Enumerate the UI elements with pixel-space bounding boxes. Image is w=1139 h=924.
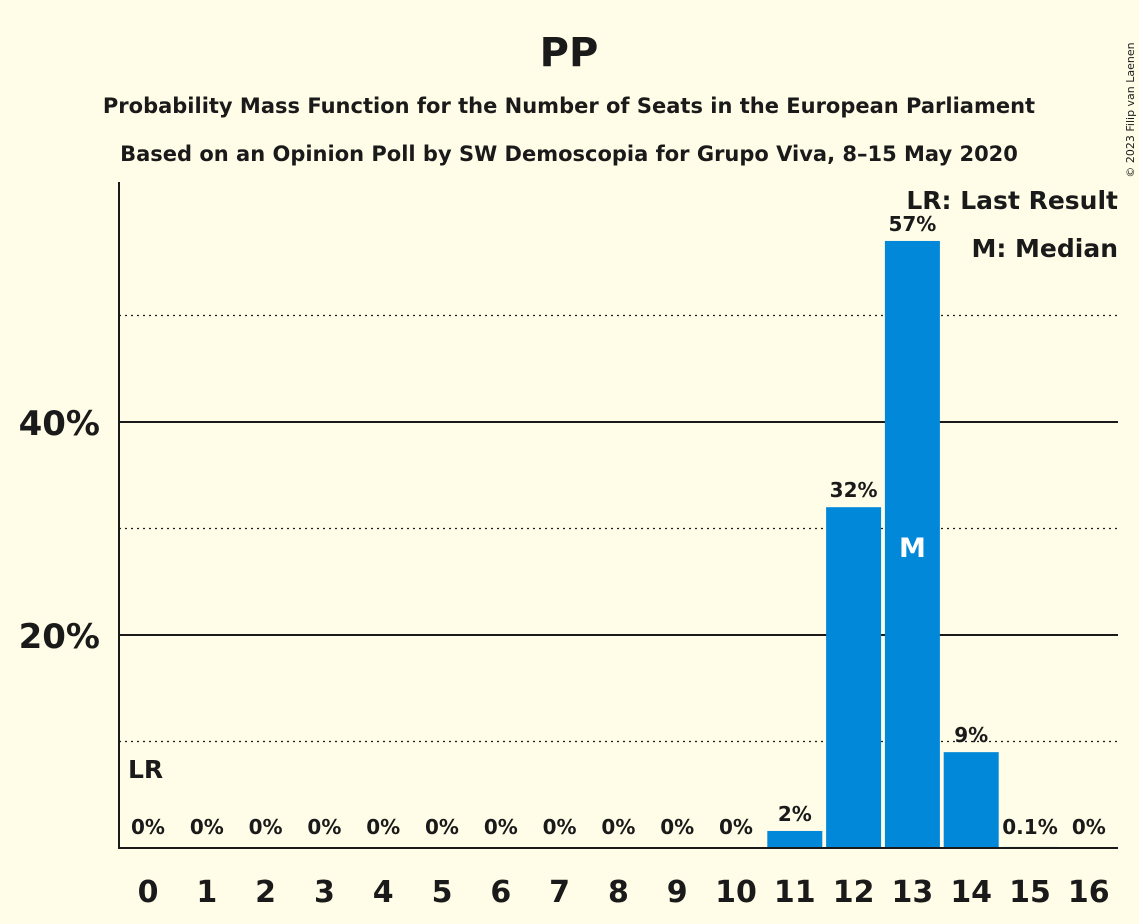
x-tick-label: 8	[608, 875, 629, 910]
bar-value-label: 0%	[660, 815, 694, 839]
bar-value-label: 0%	[425, 815, 459, 839]
y-axis-tick-labels: 20% 40%	[19, 404, 100, 657]
bar-value-label: 2%	[778, 802, 812, 826]
bar-value-label: 0%	[249, 815, 283, 839]
x-tick-label: 0	[138, 875, 159, 910]
bar-seats-12	[826, 507, 882, 848]
x-tick-label: 1	[196, 875, 217, 910]
bar-value-label: 9%	[954, 723, 988, 747]
bar-value-label: 0%	[190, 815, 224, 839]
chart-title: PP	[540, 30, 599, 76]
median-marker: M	[899, 533, 926, 564]
x-tick-label: 9	[667, 875, 688, 910]
bar-value-label: 32%	[830, 478, 878, 502]
x-tick-label: 11	[774, 875, 816, 910]
y-tick-label: 20%	[19, 617, 100, 657]
x-tick-label: 7	[549, 875, 570, 910]
x-tick-label: 10	[715, 875, 757, 910]
x-tick-label: 13	[892, 875, 934, 910]
bar-value-label: 57%	[888, 212, 936, 236]
legend-last-result: LR: Last Result	[906, 186, 1118, 215]
bar-value-label: 0%	[601, 815, 635, 839]
x-tick-label: 2	[255, 875, 276, 910]
bar-value-label: 0.1%	[1002, 815, 1057, 839]
bar-seats-14	[943, 752, 999, 848]
chart-subtitle-line-1: Probability Mass Function for the Number…	[103, 94, 1035, 118]
bars	[767, 240, 1058, 848]
bar-value-label: 0%	[484, 815, 518, 839]
x-tick-label: 12	[833, 875, 875, 910]
bar-value-labels: 0% 0% 0% 0% 0% 0% 0% 0% 0% 0% 0% 2% 32% 57% 9% 0.1% 0%	[131, 212, 1106, 839]
x-axis-tick-labels: 0 1 2 3 4 5 6 7 8 9 10 11 12 13 14 15 16	[138, 875, 1110, 910]
x-tick-label: 4	[373, 875, 394, 910]
x-tick-label: 5	[432, 875, 453, 910]
bar-value-label: 0%	[131, 815, 165, 839]
bar-value-label: 0%	[307, 815, 341, 839]
bar-value-label: 0%	[543, 815, 577, 839]
bar-value-label: 0%	[1072, 815, 1106, 839]
legend-median: M: Median	[971, 234, 1118, 263]
x-tick-label: 15	[1009, 875, 1051, 910]
bar-value-label: 0%	[366, 815, 400, 839]
y-tick-label: 40%	[19, 404, 100, 444]
x-tick-label: 6	[490, 875, 511, 910]
bar-seats-13	[884, 240, 940, 848]
chart-subtitle-line-2: Based on an Opinion Poll by SW Demoscopi…	[120, 142, 1018, 166]
x-tick-label: 14	[950, 875, 992, 910]
copyright-notice: © 2023 Filip van Laenen	[1124, 42, 1137, 177]
last-result-marker: LR	[128, 755, 163, 784]
x-tick-label: 16	[1068, 875, 1110, 910]
x-tick-label: 3	[314, 875, 335, 910]
gridlines	[119, 314, 1118, 743]
bar-value-label: 0%	[719, 815, 753, 839]
bar-seats-11	[767, 830, 823, 848]
